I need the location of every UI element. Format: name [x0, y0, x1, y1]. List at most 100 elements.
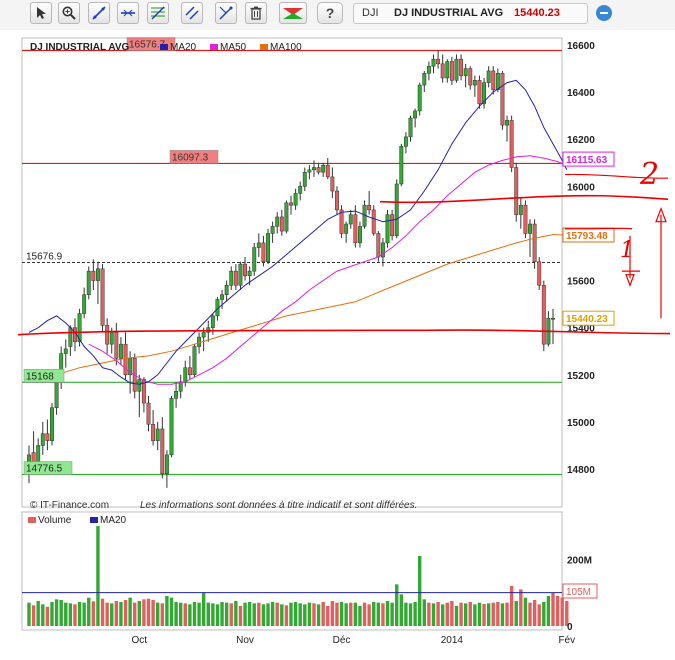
- volume-bar: [376, 602, 381, 626]
- volume-bar: [367, 604, 371, 626]
- volume-bar: [165, 596, 169, 626]
- volume-bar: [326, 606, 330, 626]
- candle-body: [169, 398, 174, 456]
- volume-bar: [36, 601, 40, 626]
- candle-body: [316, 167, 321, 173]
- help-icon: ?: [325, 5, 335, 21]
- candle-body: [293, 193, 298, 206]
- candle-body: [233, 270, 238, 286]
- ticker-name: DJ INDUSTRIAL AVG: [394, 7, 504, 19]
- volume-bar: [96, 526, 100, 626]
- volume-bar: [500, 603, 505, 626]
- volume-bar: [27, 602, 31, 626]
- volume-bar: [123, 600, 128, 626]
- mid-annotation-line: [564, 227, 633, 230]
- resistance-annotation-line: [379, 194, 669, 204]
- help-button[interactable]: ?: [317, 2, 343, 24]
- volume-bar: [372, 602, 376, 626]
- candle-body: [463, 68, 468, 76]
- candle-body: [403, 136, 408, 147]
- volume-bar: [293, 602, 298, 626]
- horizontal-line-button[interactable]: [117, 2, 139, 24]
- candle-body: [307, 169, 312, 173]
- drawing-button[interactable]: [215, 2, 237, 24]
- volume-bar: [468, 602, 472, 626]
- candle-body: [454, 58, 459, 81]
- candle-body: [201, 332, 206, 338]
- volume-bar: [408, 603, 413, 626]
- volume-bar: [59, 600, 63, 626]
- y-tick-label: 15000: [567, 418, 595, 429]
- volume-bar: [349, 602, 353, 626]
- pointer-button[interactable]: [30, 2, 52, 24]
- level-label-box: [169, 150, 219, 164]
- candle-body: [178, 381, 183, 392]
- zoom-icon: [62, 6, 76, 20]
- y-tick-label: 16000: [567, 182, 595, 193]
- candle-body: [399, 146, 404, 185]
- trendline-button[interactable]: [88, 2, 110, 24]
- volume-bar: [385, 601, 390, 626]
- volume-bar: [41, 604, 45, 626]
- volume-bar: [215, 604, 220, 626]
- volume-bar: [156, 602, 160, 626]
- volume-legend-label: Volume: [38, 515, 72, 526]
- candle-body: [229, 270, 234, 286]
- volume-bar: [114, 601, 119, 626]
- candle-body: [187, 367, 192, 376]
- candle-body: [164, 454, 169, 474]
- candle-body: [95, 268, 100, 281]
- candle-body: [160, 428, 165, 474]
- volume-bar: [546, 596, 551, 626]
- candle-body: [482, 82, 487, 105]
- y-tick-label: 16400: [567, 88, 595, 99]
- candle-body: [357, 226, 362, 244]
- delete-button[interactable]: [245, 2, 267, 24]
- volume-legend-swatch: [28, 517, 36, 523]
- y-tick-label: 16600: [567, 41, 595, 52]
- zoom-button[interactable]: [58, 2, 80, 24]
- candle-body: [390, 214, 395, 237]
- ticker-box: DJI DJ INDUSTRIAL AVG 15440.23: [353, 3, 588, 24]
- y-tick-label: 14800: [567, 465, 595, 476]
- volume-bar: [247, 602, 252, 626]
- volume-bar: [445, 602, 449, 626]
- candle-body: [210, 315, 215, 328]
- candle-body: [339, 209, 344, 234]
- candle-body: [353, 214, 358, 244]
- volume-tick-label: 0: [567, 622, 573, 633]
- candle-body: [436, 58, 441, 65]
- candle-body: [541, 285, 546, 345]
- level-label: 15676.9: [26, 251, 63, 262]
- volume-bar: [45, 606, 50, 626]
- candle-body: [468, 68, 473, 86]
- candle-body: [266, 233, 270, 262]
- toggle-chart-button[interactable]: [279, 2, 307, 24]
- volume-bar: [565, 601, 569, 626]
- volume-bar: [427, 602, 431, 626]
- volume-badge-box: [562, 583, 598, 599]
- volume-bar: [505, 602, 509, 626]
- range1-arrow-head: [625, 274, 635, 287]
- volume-bar: [537, 604, 541, 626]
- candle-body: [367, 204, 372, 211]
- close-icon[interactable]: [596, 5, 612, 21]
- fibonacci-button[interactable]: [147, 2, 169, 24]
- candle-body: [123, 343, 128, 376]
- candle-body: [77, 313, 82, 343]
- volume-bar: [87, 597, 91, 626]
- volume-bar: [151, 600, 155, 626]
- volume-bar: [197, 602, 201, 626]
- legend-label: MA50: [220, 42, 247, 53]
- x-tick-label: Fév: [558, 635, 575, 646]
- horizontal-line-icon: [121, 9, 135, 17]
- axis-value-badge: [562, 151, 615, 167]
- ticker-code: DJI: [362, 7, 379, 19]
- candle-body: [551, 317, 555, 320]
- volume-bar: [270, 602, 275, 626]
- parallel-line-button[interactable]: [181, 2, 203, 24]
- level-label-box: [23, 461, 73, 475]
- volume-bar: [312, 603, 316, 626]
- level-label: 16097.3: [172, 152, 209, 163]
- volume-bar: [436, 602, 440, 626]
